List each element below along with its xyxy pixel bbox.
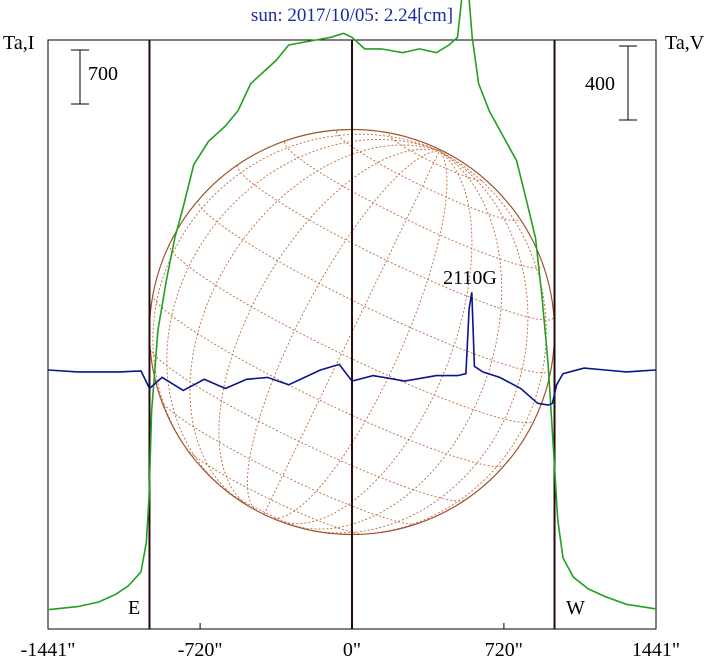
west-limb-label: W (566, 597, 585, 619)
latitude-line (388, 134, 485, 182)
longitude-line (166, 139, 440, 493)
limb-center-lines (148, 40, 556, 629)
right-scale-bar-label: 400 (585, 73, 615, 95)
latitude-line (149, 347, 466, 502)
x-tick-label: -720" (178, 639, 223, 661)
longitude-line (152, 133, 440, 461)
longitude-line (189, 144, 440, 503)
longitude-line (304, 150, 529, 534)
longitude-line (349, 150, 547, 535)
x-axis-ticks: -1441" -720" 0" 720" 1441" (21, 623, 680, 661)
left-scale-bar-label: 700 (88, 63, 118, 85)
left-scale-bar: 700 (71, 49, 118, 105)
x-tick-label: 720" (485, 639, 523, 661)
solar-disk-grid (149, 130, 555, 535)
x-tick-label: 0" (343, 639, 361, 661)
east-limb-label: E (128, 597, 140, 619)
latitude-line (284, 141, 544, 269)
longitude-line (270, 150, 448, 519)
x-tick-label: -1441" (21, 639, 76, 661)
longitude-line (263, 150, 440, 515)
latitude-line (161, 400, 417, 525)
longitude-line (246, 150, 440, 512)
longitude-line (286, 150, 503, 530)
x-tick-label: 1441" (632, 639, 680, 661)
left-axis-label: Ta,I (3, 32, 34, 54)
longitude-line (276, 150, 473, 525)
right-scale-bar: 400 (585, 45, 637, 121)
longitude-line (218, 148, 440, 509)
series-layer (47, 0, 657, 611)
series-line-intensity (47, 0, 657, 611)
series-line-polarization (47, 292, 657, 406)
right-axis-label: Ta,V (665, 32, 705, 54)
region-annotation: 2110G (443, 267, 497, 289)
latitude-line (186, 448, 364, 535)
chart-title: sun: 2017/10/05: 2.24[cm] (251, 5, 453, 26)
